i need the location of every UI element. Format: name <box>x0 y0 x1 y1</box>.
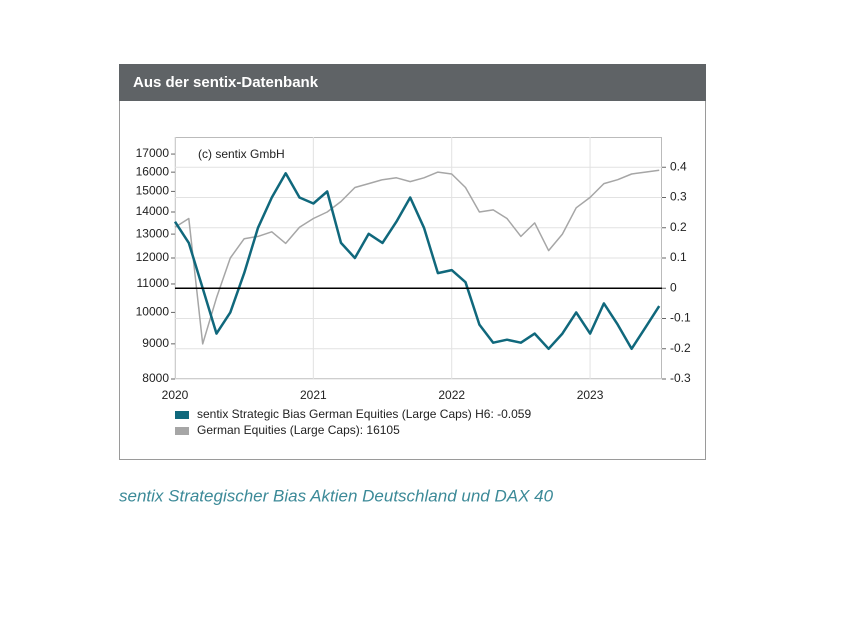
x-tick-label: 2023 <box>577 388 604 402</box>
annotation: (c) sentix GmbH <box>198 147 285 161</box>
x-tick-label: 2022 <box>438 388 465 402</box>
y2-tick-label: 0.1 <box>670 250 687 264</box>
header-title: Aus der sentix-Datenbank <box>133 74 319 91</box>
y-tick-label: 15000 <box>136 184 170 198</box>
y2-tick-label: -0.3 <box>670 371 691 385</box>
y-tick-label: 8000 <box>142 371 169 385</box>
y-tick-label: 16000 <box>136 164 170 178</box>
x-tick-label: 2021 <box>300 388 327 402</box>
y2-tick-label: 0 <box>670 280 677 294</box>
legend-swatch <box>175 427 189 435</box>
header-bar <box>119 64 706 101</box>
x-tick-label: 2020 <box>162 388 189 402</box>
legend-label: German Equities (Large Caps): 16105 <box>197 423 400 437</box>
line-series <box>173 172 661 351</box>
y-tick-label: 13000 <box>136 226 170 240</box>
legend-swatch <box>175 411 189 419</box>
panel <box>119 64 706 460</box>
y-tick-label: 10000 <box>136 305 170 319</box>
y2-tick-label: 0.4 <box>670 159 687 173</box>
y2-tick-label: -0.2 <box>670 341 691 355</box>
y-tick-label: 12000 <box>136 250 170 264</box>
y-tick-label: 9000 <box>142 336 169 350</box>
y2-tick-label: 0.3 <box>670 190 687 204</box>
y2-tick-label: 0.2 <box>670 220 687 234</box>
y2-tick-label: -0.1 <box>670 311 691 325</box>
y-tick-label: 11000 <box>137 276 170 290</box>
y-tick-label: 17000 <box>136 146 170 160</box>
y-tick-label: 14000 <box>136 204 170 218</box>
legend-label: sentix Strategic Bias German Equities (L… <box>197 407 531 421</box>
caption: sentix Strategischer Bias Aktien Deutsch… <box>119 486 554 505</box>
